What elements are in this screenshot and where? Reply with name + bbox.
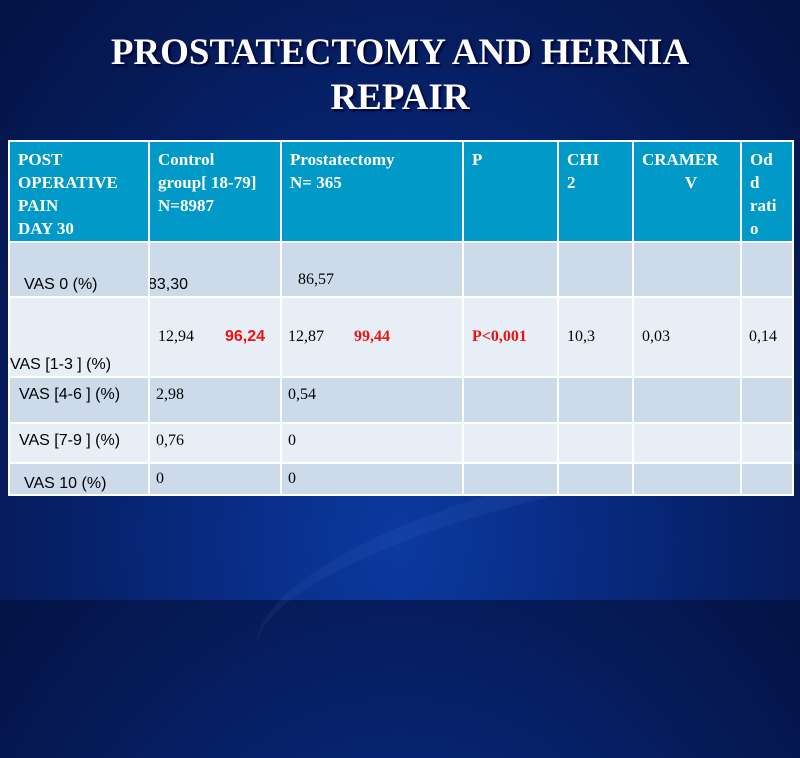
control-value: 83,30: [148, 241, 282, 298]
row-label: VAS [7-9 ] (%): [8, 422, 150, 464]
prostatectomy-value: 0,54: [280, 376, 464, 424]
table-row: VAS [1-3 ] (%) 12,94 96,24 12,87 99,44 P…: [8, 296, 794, 378]
header-odd-ratio: Od d rati o: [740, 140, 794, 243]
header-control-group: Control group[ 18-79] N=8987: [148, 140, 282, 243]
table-row: VAS [4-6 ] (%) 2,98 0,54: [8, 376, 794, 424]
prostatectomy-sum: 99,44: [354, 328, 390, 345]
title-line-2: REPAIR: [330, 77, 470, 118]
control-sum: 96,24: [225, 328, 266, 345]
prostatectomy-value: 0: [280, 422, 464, 464]
table-row: VAS 10 (%) 0 0: [8, 462, 794, 496]
row-label: VAS 10 (%): [8, 462, 150, 496]
header-chi2: CHI 2: [557, 140, 634, 243]
row-label: VAS [1-3 ] (%): [8, 296, 150, 378]
header-prostatectomy: Prostatectomy N= 365: [280, 140, 464, 243]
chi2-value: 10,3: [557, 296, 634, 378]
row-label: VAS 0 (%): [8, 241, 150, 298]
table-row: VAS 0 (%) 83,30 86,57: [8, 241, 794, 298]
header-cramer-v: CRAMER V: [632, 140, 742, 243]
header-p: P: [462, 140, 559, 243]
slide-title: PROSTATECTOMY AND HERNIA REPAIR: [0, 30, 800, 120]
vas-pain-table: POST OPERATIVE PAIN DAY 30 Control group…: [8, 140, 794, 496]
odd-ratio-value: 0,14: [740, 296, 794, 378]
prostatectomy-value: 0: [280, 462, 464, 496]
control-value: 12,94 96,24: [148, 296, 282, 378]
row-label: VAS [4-6 ] (%): [8, 376, 150, 424]
p-value: P<0,001: [462, 296, 559, 378]
table-row: VAS [7-9 ] (%) 0,76 0: [8, 422, 794, 464]
cramer-value: 0,03: [632, 296, 742, 378]
title-line-1: PROSTATECTOMY AND HERNIA: [110, 32, 690, 73]
control-value: 2,98: [148, 376, 282, 424]
control-value: 0,76: [148, 422, 282, 464]
prostatectomy-value: 86,57: [280, 241, 464, 298]
prostatectomy-value: 12,87 99,44: [280, 296, 464, 378]
table-header-row: POST OPERATIVE PAIN DAY 30 Control group…: [8, 140, 794, 243]
header-post-operative-pain: POST OPERATIVE PAIN DAY 30: [8, 140, 150, 243]
control-value: 0: [148, 462, 282, 496]
